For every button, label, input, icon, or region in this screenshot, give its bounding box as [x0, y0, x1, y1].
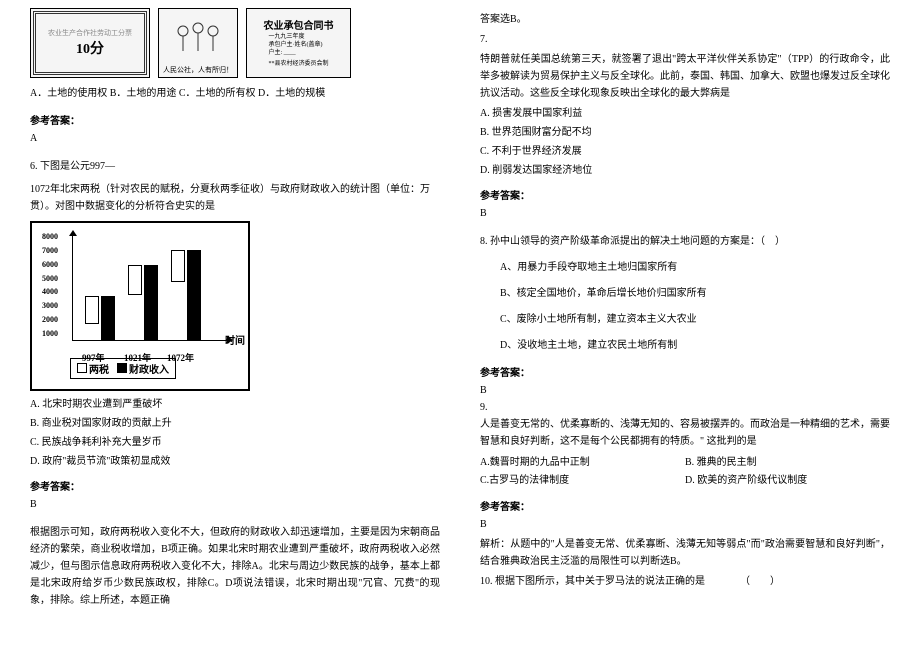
- q7-number: 7.: [480, 31, 890, 48]
- img3-line3: 户主: ____: [268, 50, 328, 58]
- bar-group: [128, 265, 158, 340]
- q9-option-c: C.古罗马的法律制度: [480, 472, 685, 490]
- top-answer-line: 答案选B。: [480, 11, 890, 28]
- y-tick: 5000: [42, 275, 58, 283]
- q5-answer: A: [30, 133, 440, 144]
- q8-answer: B: [480, 385, 890, 396]
- img3-title: 农业承包合同书: [264, 17, 334, 32]
- bar-revenue: [144, 265, 158, 340]
- q9-explanation: 解析：从题中的"人是善变无常、优柔寡断、浅薄无知等弱点"而"政治需要智慧和良好判…: [480, 536, 890, 570]
- image-gongfen-ticket: 农业生产合作社劳动工分票 10分: [30, 8, 150, 78]
- legend-label-1: 两税: [89, 365, 109, 376]
- bar-two-tax: [128, 265, 142, 295]
- y-tick: 2000: [42, 316, 58, 324]
- q9-options: A.魏晋时期的九品中正制 B. 雅典的民主制 C.古罗马的法律制度 D. 欧美的…: [480, 454, 890, 490]
- q8-text: 8. 孙中山领导的资产阶级革命派提出的解决土地问题的方案是：（ ）: [480, 233, 890, 250]
- question-images: 农业生产合作社劳动工分票 10分 人民公社，人有所归！ 农业承包合同书: [30, 8, 440, 78]
- reference-answer-label: 参考答案：: [480, 187, 890, 202]
- bar-revenue: [101, 296, 115, 340]
- y-tick: 3000: [42, 302, 58, 310]
- bar-chart: 80007000600050004000300020001000 997年102…: [30, 221, 250, 391]
- bar-two-tax: [85, 296, 99, 324]
- y-tick: 1000: [42, 330, 58, 338]
- y-tick: 4000: [42, 288, 58, 296]
- q6-option-b: B. 商业税对国家财政的贡献上升: [30, 416, 440, 432]
- reference-answer-label: 参考答案：: [480, 364, 890, 379]
- reference-answer-label: 参考答案：: [30, 478, 440, 493]
- image-contract: 农业承包合同书 一九九三年度 承包户主·姓名(盖章) 户主: ____ **县农…: [246, 8, 351, 78]
- q5-options: A．土地的使用权 B．土地的用途 C．土地的所有权 D．土地的规模: [30, 86, 440, 102]
- legend-square-black: [117, 363, 127, 373]
- q8-options: A、用暴力手段夺取地主土地归国家所有 B、核定全国地价，革命后增长地价归国家所有…: [480, 260, 890, 354]
- bar-group: [171, 250, 201, 340]
- y-axis-labels: 8000 7000 6000 5000 4000 3000 2000 1000: [42, 233, 58, 338]
- q7-options: A. 损害发展中国家利益 B. 世界范围财富分配不均 C. 不利于世界经济发展 …: [480, 106, 890, 179]
- y-tick: 8000: [42, 233, 58, 241]
- y-tick: 6000: [42, 261, 58, 269]
- q8-option-c: C、废除小土地所有制，建立资本主义大农业: [480, 312, 890, 328]
- img2-caption: 人民公社，人有所归！: [163, 65, 233, 75]
- y-tick: 7000: [42, 247, 58, 255]
- time-axis-label: 时间: [225, 332, 245, 347]
- q7-option-b: B. 世界范围财富分配不均: [480, 125, 890, 141]
- q6-options: A. 北宋时期农业遭到严重破坏 B. 商业税对国家财政的贡献上升 C. 民族战争…: [30, 397, 440, 470]
- bar-two-tax: [171, 250, 185, 282]
- q6-answer: B: [30, 499, 440, 510]
- q8-option-d: D、没收地主土地，建立农民土地所有制: [480, 338, 890, 354]
- q6-intro1: 6. 下图是公元997—: [30, 158, 440, 175]
- q9-answer: B: [480, 519, 890, 530]
- q8-option-a: A、用暴力手段夺取地主土地归国家所有: [480, 260, 890, 276]
- reference-answer-label: 参考答案：: [30, 112, 440, 127]
- chart-legend: 两税 财政收入: [70, 358, 176, 379]
- q6-option-a: A. 北宋时期农业遭到严重破坏: [30, 397, 440, 413]
- people-doodle-icon: [168, 16, 228, 61]
- q6-explanation: 根据图示可知，政府两税收入变化不大，但政府的财政收入却迅速增加，主要是因为宋朝商…: [30, 524, 440, 609]
- q7-text: 特朗普就任美国总统第三天，就签署了退出"跨太平洋伙伴关系协定"（TPP）的行政命…: [480, 51, 890, 102]
- q7-option-c: C. 不利于世界经济发展: [480, 144, 890, 160]
- q7-option-d: D. 削弱发达国家经济地位: [480, 163, 890, 179]
- q8-option-b: B、核定全国地价，革命后增长地价归国家所有: [480, 286, 890, 302]
- bar-revenue: [187, 250, 201, 340]
- q10-text: 10. 根据下图所示，其中关于罗马法的说法正确的是 （ ）: [480, 573, 890, 590]
- img3-year: 一九九三年度: [268, 34, 328, 42]
- q9-text: 人是善变无常的、优柔寡断的、浅薄无知的、容易被摆弄的。而政治是一种精细的艺术，需…: [480, 416, 890, 450]
- plot-area: [72, 236, 227, 341]
- bar-group: [85, 296, 115, 340]
- legend-label-2: 财政收入: [129, 365, 169, 376]
- img3-line4: **县农村经济委员会制: [268, 61, 328, 69]
- img3-line2: 承包户主·姓名(盖章): [268, 42, 328, 50]
- q7-answer: B: [480, 208, 890, 219]
- q6-option-c: C. 民族战争耗利补充大量岁币: [30, 435, 440, 451]
- q6-intro2: 1072年北宋两税（针对农民的赋税，分夏秋两季征收）与政府财政收入的统计图（单位…: [30, 181, 440, 215]
- q6-option-d: D. 政府"裁员节流"政策初显成效: [30, 454, 440, 470]
- q9-option-b: B. 雅典的民主制: [685, 454, 890, 472]
- q9-number: 9.: [480, 402, 890, 413]
- img1-title: 农业生产合作社劳动工分票: [48, 28, 132, 38]
- image-commune: 人民公社，人有所归！: [158, 8, 238, 78]
- q9-option-a: A.魏晋时期的九品中正制: [480, 454, 685, 472]
- reference-answer-label: 参考答案：: [480, 498, 890, 513]
- legend-square-white: [77, 363, 87, 373]
- img1-score: 10分: [48, 38, 132, 58]
- q9-option-d: D. 欧美的资产阶级代议制度: [685, 472, 890, 490]
- q7-option-a: A. 损害发展中国家利益: [480, 106, 890, 122]
